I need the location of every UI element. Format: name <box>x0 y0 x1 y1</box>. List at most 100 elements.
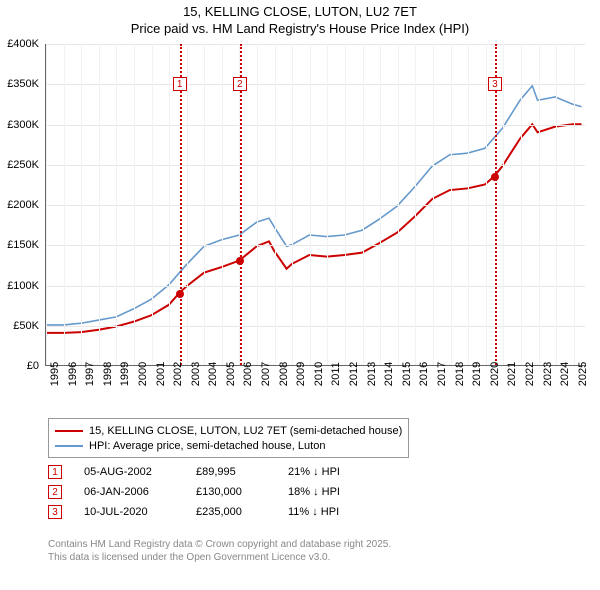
gridline-v <box>398 44 399 365</box>
x-axis-label: 2004 <box>207 362 219 386</box>
x-axis-label: 1999 <box>119 362 131 386</box>
marker-point <box>491 173 499 181</box>
x-axis-label: 2011 <box>330 362 342 386</box>
x-axis-label: 2012 <box>348 362 360 386</box>
gridline-v <box>64 44 65 365</box>
y-axis-label: £50K <box>1 320 39 332</box>
transaction-row: 310-JUL-2020£235,00011% ↓ HPI <box>48 502 368 522</box>
x-axis-label: 2007 <box>260 362 272 386</box>
y-axis-label: £400K <box>1 38 39 50</box>
transaction-marker-box: 3 <box>48 505 62 519</box>
marker-box: 3 <box>488 77 502 91</box>
marker-line <box>180 44 182 365</box>
x-axis-label: 2020 <box>489 362 501 386</box>
marker-box: 1 <box>173 77 187 91</box>
chart-container: { "title_line1": "15, KELLING CLOSE, LUT… <box>0 0 600 590</box>
gridline-v <box>134 44 135 365</box>
gridline-v <box>310 44 311 365</box>
x-axis-label: 2024 <box>559 362 571 386</box>
gridline-v <box>521 44 522 365</box>
gridline-v <box>46 44 47 365</box>
legend-label: HPI: Average price, semi-detached house,… <box>89 440 325 452</box>
gridline-v <box>468 44 469 365</box>
x-axis-label: 1995 <box>49 362 61 386</box>
marker-point <box>236 257 244 265</box>
legend-item: HPI: Average price, semi-detached house,… <box>55 438 402 453</box>
plot-area: 1 2 3 <box>45 44 585 366</box>
transaction-price: £235,000 <box>196 506 266 518</box>
transaction-date: 10-JUL-2020 <box>84 506 174 518</box>
gridline-v <box>539 44 540 365</box>
gridline-v <box>99 44 100 365</box>
legend-swatch <box>55 445 83 447</box>
transaction-date: 05-AUG-2002 <box>84 466 174 478</box>
x-axis-label: 2018 <box>454 362 466 386</box>
gridline-v <box>187 44 188 365</box>
marker-line <box>240 44 242 365</box>
legend-swatch <box>55 430 83 432</box>
y-axis-label: £0 <box>1 360 39 372</box>
transaction-price: £89,995 <box>196 466 266 478</box>
footer-attribution: Contains HM Land Registry data © Crown c… <box>48 538 391 564</box>
y-axis-label: £350K <box>1 78 39 90</box>
x-axis-label: 2017 <box>436 362 448 386</box>
x-axis-label: 2006 <box>242 362 254 386</box>
x-axis-label: 2015 <box>401 362 413 386</box>
marker-line <box>495 44 497 365</box>
footer-line-1: Contains HM Land Registry data © Crown c… <box>48 538 391 551</box>
gridline-v <box>204 44 205 365</box>
gridline-v <box>152 44 153 365</box>
x-axis-label: 2005 <box>225 362 237 386</box>
gridline-v <box>415 44 416 365</box>
marker-box: 2 <box>233 77 247 91</box>
gridline-v <box>222 44 223 365</box>
gridline-v <box>327 44 328 365</box>
gridline-v <box>292 44 293 365</box>
x-axis-label: 2009 <box>295 362 307 386</box>
gridline-v <box>116 44 117 365</box>
footer-line-2: This data is licensed under the Open Gov… <box>48 551 391 564</box>
transaction-marker-box: 1 <box>48 465 62 479</box>
y-axis-label: £150K <box>1 239 39 251</box>
chart-title: 15, KELLING CLOSE, LUTON, LU2 7ET Price … <box>0 0 600 38</box>
x-axis-label: 2019 <box>471 362 483 386</box>
title-line-2: Price paid vs. HM Land Registry's House … <box>0 21 600 38</box>
x-axis-label: 2014 <box>383 362 395 386</box>
gridline-v <box>556 44 557 365</box>
legend: 15, KELLING CLOSE, LUTON, LU2 7ET (semi-… <box>48 418 409 458</box>
x-axis-label: 2013 <box>366 362 378 386</box>
x-axis-label: 2008 <box>278 362 290 386</box>
transactions-table: 105-AUG-2002£89,99521% ↓ HPI206-JAN-2006… <box>48 462 368 522</box>
x-axis-label: 2016 <box>418 362 430 386</box>
gridline-v <box>257 44 258 365</box>
y-axis-label: £300K <box>1 119 39 131</box>
x-axis-label: 2022 <box>524 362 536 386</box>
y-axis-label: £200K <box>1 199 39 211</box>
gridline-v <box>503 44 504 365</box>
marker-point <box>176 290 184 298</box>
gridline-v <box>574 44 575 365</box>
gridline-v <box>275 44 276 365</box>
x-axis-label: 2000 <box>137 362 149 386</box>
transaction-marker-box: 2 <box>48 485 62 499</box>
x-axis-label: 2023 <box>542 362 554 386</box>
title-line-1: 15, KELLING CLOSE, LUTON, LU2 7ET <box>0 4 600 21</box>
transaction-row: 206-JAN-2006£130,00018% ↓ HPI <box>48 482 368 502</box>
gridline-v <box>451 44 452 365</box>
x-axis-label: 2002 <box>172 362 184 386</box>
gridline-v <box>433 44 434 365</box>
gridline-v <box>81 44 82 365</box>
transaction-date: 06-JAN-2006 <box>84 486 174 498</box>
y-axis-label: £100K <box>1 280 39 292</box>
x-axis-label: 1998 <box>102 362 114 386</box>
gridline-v <box>169 44 170 365</box>
x-axis-label: 1997 <box>84 362 96 386</box>
y-axis-label: £250K <box>1 159 39 171</box>
gridline-v <box>363 44 364 365</box>
series-line <box>46 124 582 333</box>
x-axis-label: 2021 <box>506 362 518 386</box>
x-axis-label: 2025 <box>577 362 589 386</box>
transaction-row: 105-AUG-2002£89,99521% ↓ HPI <box>48 462 368 482</box>
gridline-v <box>345 44 346 365</box>
x-axis-label: 2003 <box>190 362 202 386</box>
